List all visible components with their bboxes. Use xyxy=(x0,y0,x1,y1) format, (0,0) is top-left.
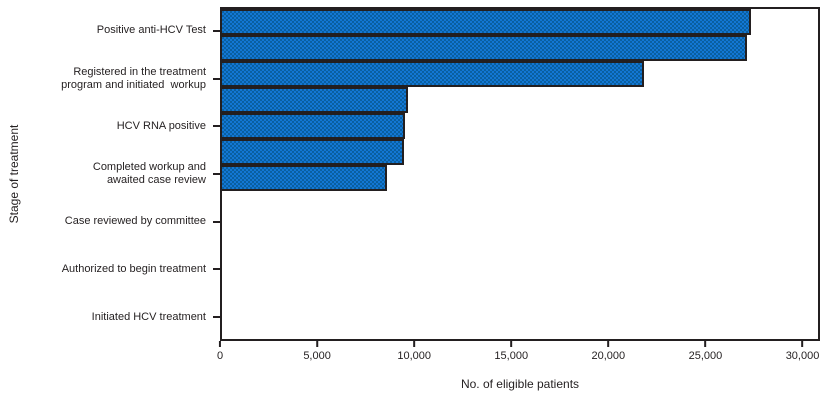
x-axis-tick-label: 5,000 xyxy=(303,350,331,362)
y-axis-tick-mark xyxy=(213,268,220,271)
x-axis-tick-label: 10,000 xyxy=(397,350,431,362)
category-label: HCV RNA positive xyxy=(116,119,206,132)
bar xyxy=(222,165,387,191)
bar xyxy=(222,113,406,139)
category-label-row: HCV RNA positive xyxy=(0,102,220,150)
y-axis-tick-mark xyxy=(213,316,220,319)
category-label: Authorized to begin treatment xyxy=(61,262,206,275)
category-label-row: Authorized to begin treatment xyxy=(0,246,220,294)
category-label: Completed workup and awaited case review xyxy=(92,160,206,186)
bar-row xyxy=(222,35,818,61)
x-axis-tick-mark xyxy=(801,341,804,347)
x-axis-tick-mark xyxy=(316,341,319,347)
y-axis-tick-mark xyxy=(213,172,220,175)
bar-row xyxy=(222,113,818,139)
category-label: Case reviewed by committee xyxy=(64,215,206,228)
x-axis-tick-label: 0 xyxy=(216,350,224,362)
y-axis-tick-mark xyxy=(213,220,220,223)
x-axis-tick: 10,000 xyxy=(397,341,431,362)
x-axis-tick: 20,000 xyxy=(591,341,626,362)
category-label-row: Initiated HCV treatment xyxy=(0,293,220,341)
x-axis-title: No. of eligible patients xyxy=(460,377,580,391)
x-axis-tick-label: 20,000 xyxy=(591,350,626,362)
bar-row xyxy=(222,139,818,165)
bar xyxy=(222,87,409,113)
category-label-row: Case reviewed by committee xyxy=(0,198,220,246)
plot-area xyxy=(220,7,820,341)
x-axis-tick-label: 30,000 xyxy=(785,350,820,362)
x-axis-tick-mark xyxy=(219,341,221,347)
category-label: Initiated HCV treatment xyxy=(91,310,206,323)
y-axis-tick-mark xyxy=(213,29,220,32)
x-axis-tick-mark xyxy=(413,341,416,347)
x-axis-tick-mark xyxy=(704,341,707,347)
x-axis-tick: 25,000 xyxy=(688,341,723,362)
category-labels: Positive anti-HCV Test Registered in the … xyxy=(0,7,220,341)
x-axis-tick-label: 15,000 xyxy=(494,350,529,362)
y-axis-tick-mark xyxy=(213,77,220,80)
bars xyxy=(222,9,818,191)
bar-row xyxy=(222,61,818,87)
category-label: Positive anti-HCV Test xyxy=(96,24,206,37)
x-axis-tick: 5,000 xyxy=(303,341,331,362)
bar-row xyxy=(222,165,818,191)
x-axis-tick: 0 xyxy=(217,341,223,362)
x-axis-tick-mark xyxy=(607,341,610,347)
bar xyxy=(222,139,405,165)
bar xyxy=(222,61,645,87)
category-label-row: Completed workup and awaited case review xyxy=(0,150,220,198)
bar-row xyxy=(222,9,818,35)
bar xyxy=(222,9,752,35)
category-label-row: Registered in the treatment program and … xyxy=(0,55,220,103)
bar-row xyxy=(222,87,818,113)
x-axis-tick: 15,000 xyxy=(494,341,528,362)
category-label: Registered in the treatment program and … xyxy=(61,65,206,91)
x-axis-tick-mark xyxy=(510,341,513,347)
bar xyxy=(222,35,747,61)
x-axis-tick: 30,000 xyxy=(785,341,820,362)
category-label-row: Positive anti-HCV Test xyxy=(0,7,220,55)
x-axis-tick-label: 25,000 xyxy=(688,350,723,362)
x-axis-ticks: 0 5,000 10,000 15,000 20,000 25,000 30,000 xyxy=(217,341,820,369)
y-axis-tick-mark xyxy=(213,125,220,128)
